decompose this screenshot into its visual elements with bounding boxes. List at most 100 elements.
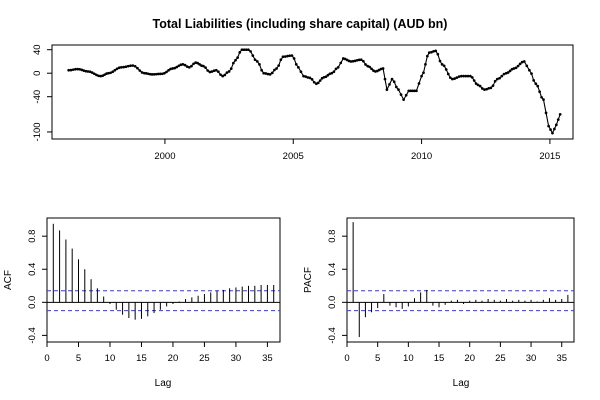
data-point	[113, 68, 117, 72]
data-point	[368, 65, 371, 69]
data-point	[332, 70, 336, 74]
y-tick-label: -0.4	[27, 327, 38, 343]
data-point	[111, 70, 115, 74]
data-point	[498, 76, 501, 80]
data-point	[95, 73, 98, 77]
data-point	[330, 71, 334, 75]
data-point	[136, 66, 139, 70]
data-point	[308, 76, 312, 80]
data-point	[225, 71, 229, 74]
x-tick-label: 2000	[154, 151, 175, 162]
data-point	[536, 84, 540, 88]
data-point	[206, 69, 210, 72]
data-point	[424, 63, 427, 66]
x-tick-label: 30	[231, 353, 242, 364]
data-point	[175, 65, 179, 69]
data-point	[520, 60, 524, 64]
data-point	[554, 123, 558, 127]
data-point	[165, 70, 168, 74]
data-point	[74, 67, 77, 71]
data-point	[547, 124, 550, 128]
data-point	[143, 71, 146, 75]
data-point	[472, 79, 476, 82]
data-point	[530, 72, 533, 75]
data-point	[204, 66, 207, 69]
data-point	[260, 68, 263, 72]
data-point	[480, 87, 484, 90]
data-point	[500, 74, 504, 78]
data-point	[183, 63, 187, 67]
data-point	[246, 48, 250, 52]
data-point	[219, 73, 222, 77]
data-point	[270, 71, 274, 75]
data-point	[210, 70, 214, 73]
data-point	[411, 89, 414, 93]
data-point	[478, 84, 482, 88]
data-point	[240, 48, 244, 52]
data-point	[126, 64, 130, 68]
data-point	[169, 67, 172, 71]
data-point	[258, 63, 261, 66]
data-point	[253, 58, 257, 62]
x-tick-label: 5	[76, 353, 81, 364]
data-point	[542, 98, 545, 101]
data-point	[229, 67, 233, 70]
y-axis-label: PACF	[303, 267, 314, 293]
data-point	[244, 48, 248, 52]
data-point	[286, 54, 289, 58]
data-point	[385, 88, 389, 91]
data-point	[140, 71, 144, 74]
x-tick-label: 25	[199, 353, 210, 364]
data-point	[181, 63, 185, 66]
data-point	[223, 73, 227, 77]
data-point	[78, 67, 82, 71]
data-point	[196, 61, 199, 65]
data-point	[390, 77, 394, 81]
data-point	[516, 64, 520, 68]
data-point	[119, 65, 123, 69]
data-point	[413, 89, 416, 93]
data-point	[306, 76, 310, 79]
y-tick-label: -100	[32, 122, 43, 141]
data-point	[370, 67, 373, 71]
data-point	[117, 66, 121, 70]
data-point	[177, 64, 181, 68]
x-tick-label: 30	[526, 353, 537, 364]
data-point	[107, 71, 110, 75]
data-point	[383, 77, 387, 81]
data-point	[208, 70, 212, 74]
data-point	[281, 55, 285, 59]
data-point	[268, 73, 272, 76]
x-tick-label: 15	[136, 353, 147, 364]
data-point	[470, 76, 474, 79]
x-tick-label: 2015	[539, 151, 560, 162]
data-point	[238, 50, 242, 54]
data-point	[538, 90, 541, 94]
data-point	[544, 111, 548, 115]
data-point	[336, 65, 340, 69]
data-point	[202, 64, 205, 68]
data-point	[394, 85, 398, 89]
data-point	[93, 72, 96, 76]
data-point	[214, 68, 218, 72]
data-point	[312, 80, 316, 84]
series-line	[68, 49, 561, 135]
data-point	[198, 63, 201, 66]
data-point	[349, 60, 353, 63]
data-point	[88, 70, 92, 74]
data-point	[404, 93, 408, 97]
x-tick-label: 20	[168, 353, 179, 364]
data-point	[357, 58, 361, 62]
data-point	[150, 73, 154, 76]
data-point	[522, 60, 526, 63]
data-point	[438, 59, 442, 63]
data-point	[487, 86, 491, 90]
data-point	[279, 58, 283, 62]
data-point	[508, 69, 512, 73]
data-point	[362, 59, 365, 63]
data-point	[399, 93, 403, 96]
data-point	[133, 64, 137, 68]
data-point	[152, 72, 156, 76]
data-point	[299, 70, 303, 74]
data-point	[495, 77, 499, 81]
